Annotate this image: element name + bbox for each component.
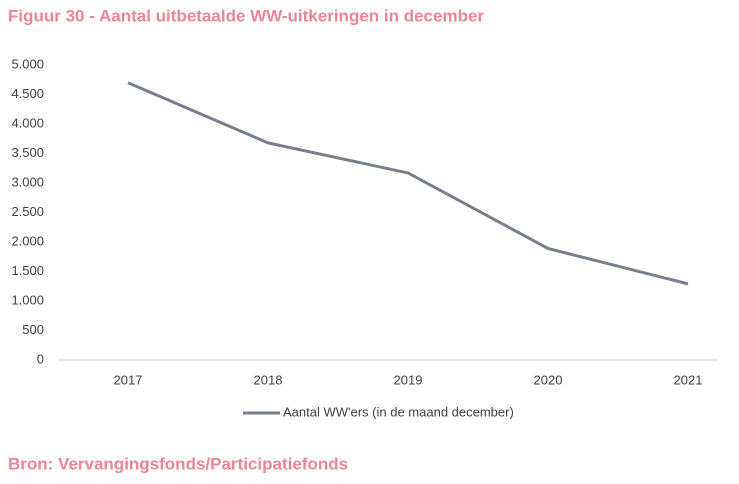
y-tick-label: 4.500 bbox=[11, 86, 44, 101]
x-tick-label: 2020 bbox=[534, 372, 563, 387]
y-tick-label: 3.500 bbox=[11, 145, 44, 160]
y-tick-label: 4.000 bbox=[11, 115, 44, 130]
y-tick-label: 5.000 bbox=[11, 56, 44, 71]
legend-label: Aantal WW'ers (in de maand december) bbox=[283, 404, 514, 419]
x-tick-label: 2017 bbox=[114, 372, 143, 387]
x-tick-label: 2018 bbox=[254, 372, 283, 387]
y-tick-label: 3.000 bbox=[11, 174, 44, 189]
y-tick-label: 2.000 bbox=[11, 233, 44, 248]
source: Bron: Vervangingsfonds/Participatiefonds bbox=[8, 454, 348, 473]
x-tick-label: 2021 bbox=[674, 372, 703, 387]
y-tick-label: 1.000 bbox=[11, 292, 44, 307]
y-tick-label: 0 bbox=[37, 351, 44, 366]
y-tick-label: 500 bbox=[22, 322, 44, 337]
y-tick-label: 1.500 bbox=[11, 263, 44, 278]
x-tick-label: 2019 bbox=[394, 372, 423, 387]
chart-title: Figuur 30 - Aantal uitbetaalde WW-uitker… bbox=[8, 6, 484, 25]
line bbox=[127, 81, 689, 286]
y-tick-label: 2.500 bbox=[11, 204, 44, 219]
